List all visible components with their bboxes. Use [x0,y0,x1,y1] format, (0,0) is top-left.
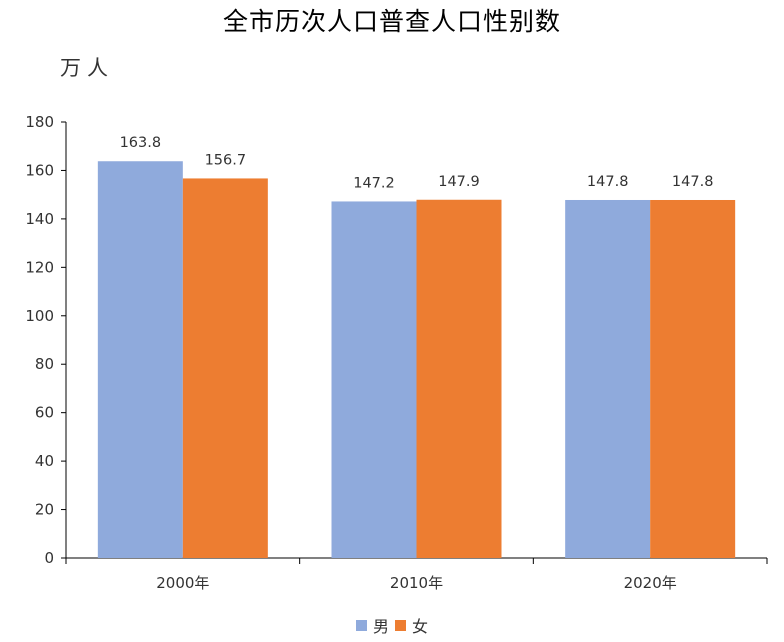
y-tick-label: 40 [35,452,54,470]
bar-male [565,199,651,559]
data-label: 156.7 [205,152,247,168]
legend-item-male: 男 [355,613,389,637]
data-label: 147.2 [353,175,395,191]
y-tick-label: 160 [25,161,54,179]
y-tick-label: 180 [25,113,54,131]
data-label: 163.8 [120,135,162,151]
y-tick-label: 120 [25,258,54,276]
x-tick-label: 2010年 [390,574,443,592]
y-tick-label: 140 [25,210,54,228]
bar-female [650,199,736,559]
x-tick-label: 2000年 [156,574,209,592]
data-label: 147.9 [438,174,480,190]
data-label: 147.8 [587,174,629,190]
bar-male [97,161,183,559]
data-label: 147.8 [672,174,714,190]
legend-item-female: 女 [395,613,428,637]
y-axis-unit: 万人 [60,56,114,80]
y-tick-label: 80 [35,355,54,373]
y-tick-label: 0 [44,549,54,567]
legend-swatch-female [395,619,406,631]
bar-male [331,201,417,558]
legend: 男 女 [0,613,784,637]
y-tick-label: 60 [35,404,54,422]
y-tick-label: 20 [35,501,54,519]
bar-female [416,199,502,558]
legend-swatch-male [355,619,367,631]
legend-label-female: 女 [412,617,429,636]
bar-female [182,178,268,558]
x-tick-label: 2020年 [624,574,677,592]
chart-title: 全市历次人口普查人口性别数 [222,7,561,36]
y-tick-label: 100 [25,307,54,325]
legend-label-male: 男 [372,617,389,636]
